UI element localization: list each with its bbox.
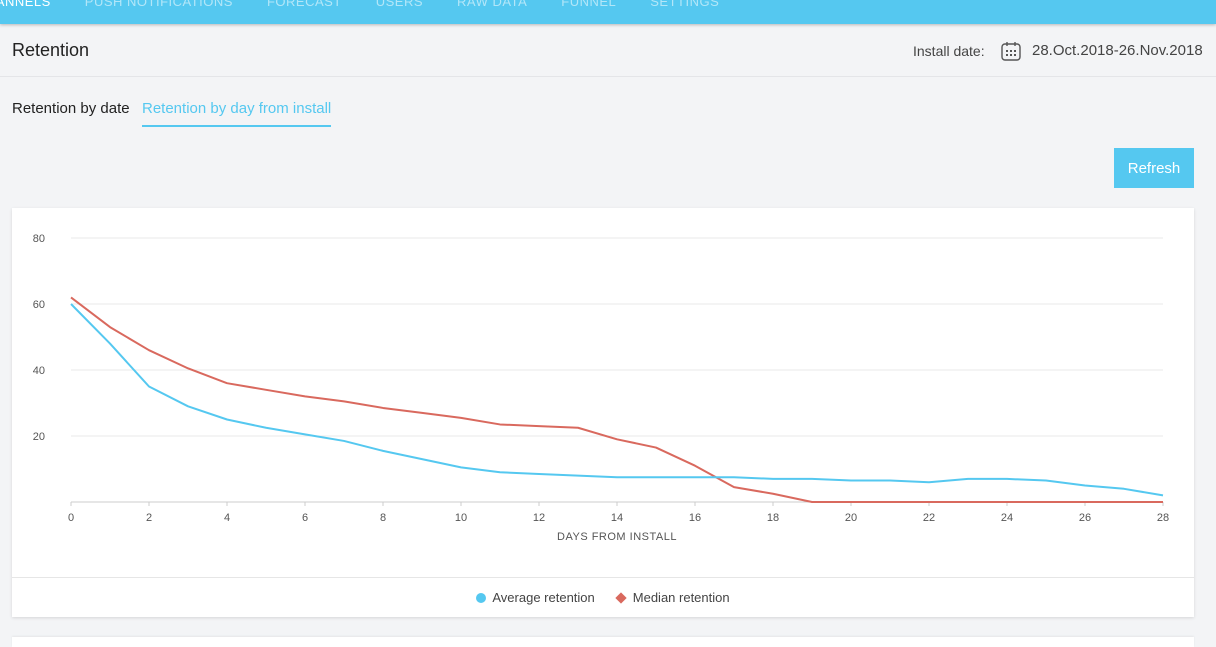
nav-item-funnel[interactable]: FUNNEL xyxy=(561,0,617,9)
legend-item-median[interactable]: Median retention xyxy=(615,590,730,605)
x-tick-label: 6 xyxy=(302,512,308,524)
top-nav-bar: CHANNELS PUSH NOTIFICATIONS FORECAST USE… xyxy=(0,0,1216,24)
nav-item-forecast[interactable]: FORECAST xyxy=(266,0,342,9)
date-range-picker[interactable]: 28.Oct.2018-26.Nov.2018 xyxy=(1032,42,1203,59)
y-tick-label: 60 xyxy=(33,299,45,311)
series-line-average-retention xyxy=(70,303,1164,497)
x-tick-label: 16 xyxy=(689,512,701,524)
page-title: Retention xyxy=(12,40,90,60)
y-tick-label: 40 xyxy=(33,365,45,377)
x-tick-label: 18 xyxy=(767,512,779,524)
x-tick-label: 22 xyxy=(923,512,935,524)
nav-item-push-notifications[interactable]: PUSH NOTIFICATIONS xyxy=(84,0,233,9)
nav-item-settings[interactable]: SETTINGS xyxy=(650,0,720,9)
x-tick-label: 2 xyxy=(146,512,152,524)
x-tick-label: 20 xyxy=(845,512,857,524)
legend-item-average[interactable]: Average retention xyxy=(476,590,595,605)
series-line-median-retention xyxy=(70,296,1163,503)
refresh-button[interactable]: Refresh xyxy=(1114,148,1194,188)
x-tick-label: 14 xyxy=(611,512,623,524)
retention-chart-card: 20 40 60 80 0 2 4 6 8 10 12 14 16 18 20 22 24 26 28 DAYS FR… xyxy=(12,208,1194,617)
tab-retention-by-date[interactable]: Retention by date xyxy=(12,100,130,117)
y-tick-label: 80 xyxy=(33,233,45,245)
x-tick-label: 0 xyxy=(68,512,74,524)
x-axis-title: DAYS FROM INSTALL xyxy=(557,531,677,543)
install-date-label: Install date: xyxy=(913,43,985,59)
x-tick-label: 12 xyxy=(533,512,545,524)
calendar-icon[interactable] xyxy=(1000,40,1022,62)
legend-label-median: Median retention xyxy=(632,590,730,605)
top-nav: CHANNELS PUSH NOTIFICATIONS FORECAST USE… xyxy=(0,0,753,9)
x-tick-label: 8 xyxy=(380,512,386,524)
x-tick-label: 10 xyxy=(455,512,467,524)
x-tick-label: 24 xyxy=(1001,512,1013,524)
legend-label-average: Average retention xyxy=(492,590,595,605)
x-tick-label: 4 xyxy=(224,512,230,524)
diamond-marker-icon xyxy=(615,591,627,604)
x-tick-label: 28 xyxy=(1157,512,1169,524)
next-card xyxy=(12,637,1194,647)
page-header: Retention Install date: 28.Oct.2018-26.N… xyxy=(0,24,1216,77)
tab-retention-by-day[interactable]: Retention by day from install xyxy=(142,100,332,127)
nav-item-raw-data[interactable]: RAW DATA xyxy=(457,0,528,9)
nav-item-channels[interactable]: CHANNELS xyxy=(0,0,51,9)
legend-divider xyxy=(12,577,1194,578)
nav-item-users[interactable]: USERS xyxy=(375,0,424,9)
x-tick-label: 26 xyxy=(1079,512,1091,524)
y-tick-label: 20 xyxy=(33,431,45,443)
chart-legend: Average retention Median retention xyxy=(12,590,1194,605)
circle-marker-icon xyxy=(476,592,487,603)
